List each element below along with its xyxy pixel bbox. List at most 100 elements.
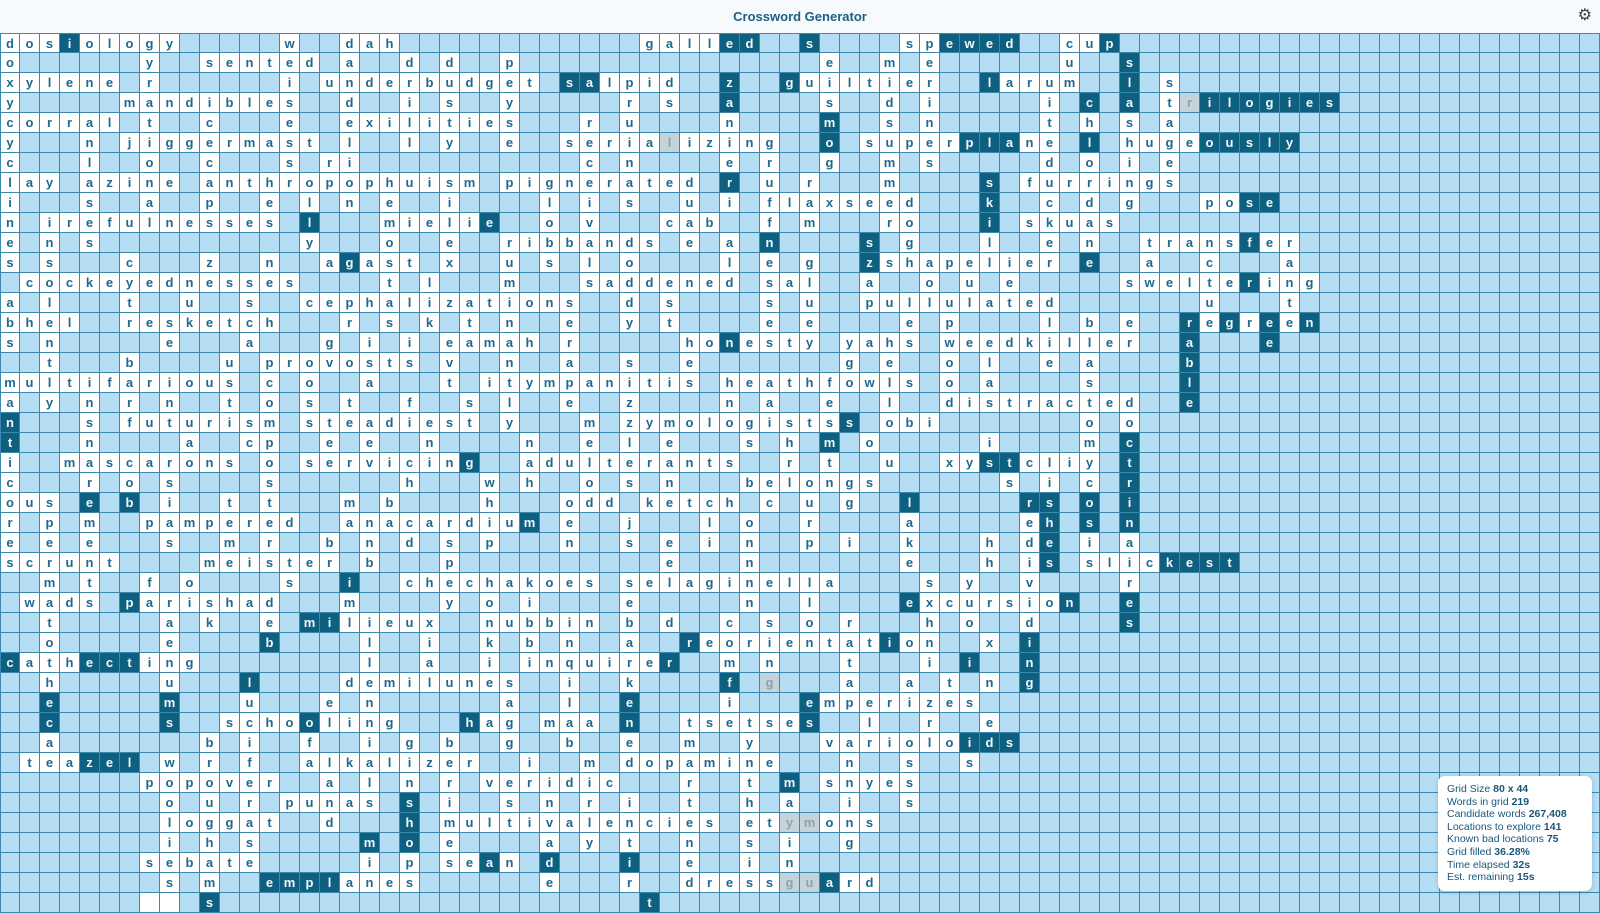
grid-cell: i [400,413,420,433]
grid-cell: a [780,273,800,293]
grid-cell: e [1160,273,1180,293]
grid-cell: e [880,193,900,213]
grid-cell: s [660,293,680,313]
grid-cell [1400,593,1420,613]
grid-cell [1080,273,1100,293]
grid-cell [60,673,80,693]
grid-cell: t [40,353,60,373]
grid-cell [1180,853,1200,873]
grid-cell [720,353,740,373]
grid-cell [1220,673,1240,693]
grid-cell: o [1200,133,1220,153]
grid-cell [760,853,780,873]
grid-cell [540,153,560,173]
grid-cell [120,613,140,633]
grid-cell: z [620,393,640,413]
grid-cell: b [120,353,140,373]
grid-cell [100,233,120,253]
grid-cell [1400,873,1420,893]
grid-cell: m [1060,73,1080,93]
grid-cell: h [260,713,280,733]
grid-cell [1340,33,1360,53]
grid-cell [260,293,280,313]
grid-cell: t [940,673,960,693]
grid-cell: r [1180,93,1200,113]
grid-cell [520,493,540,513]
grid-cell [1520,153,1540,173]
grid-cell [1420,253,1440,273]
grid-cell: n [620,713,640,733]
grid-cell: e [1080,253,1100,273]
grid-cell [40,853,60,873]
grid-cell [880,853,900,873]
grid-cell: o [200,773,220,793]
settings-gear-icon[interactable]: ⚙ [1577,7,1592,24]
grid-cell [1420,133,1440,153]
grid-cell [1520,453,1540,473]
grid-cell [160,233,180,253]
grid-cell [1420,73,1440,93]
grid-cell [1460,573,1480,593]
grid-cell [560,33,580,53]
grid-cell [700,853,720,873]
grid-cell [260,833,280,853]
grid-cell: a [160,613,180,633]
grid-cell [180,733,200,753]
grid-cell: n [0,213,20,233]
grid-cell [300,433,320,453]
grid-cell: m [380,673,400,693]
grid-cell [200,353,220,373]
grid-cell: v [220,773,240,793]
grid-cell [1280,533,1300,553]
grid-cell: n [580,613,600,633]
grid-cell [1520,133,1540,153]
grid-cell: e [860,193,880,213]
grid-cell: m [380,213,400,233]
grid-cell [980,493,1000,513]
grid-cell: s [260,213,280,233]
grid-cell [700,253,720,273]
grid-cell: d [1000,333,1020,353]
grid-cell [1540,653,1560,673]
grid-cell: h [780,433,800,453]
grid-cell [500,453,520,473]
grid-cell: n [360,693,380,713]
grid-cell [1140,113,1160,133]
grid-cell [1220,33,1240,53]
grid-cell [300,253,320,273]
grid-cell: e [980,713,1000,733]
grid-cell [700,793,720,813]
grid-cell [1400,313,1420,333]
grid-cell: g [180,653,200,673]
grid-cell [920,873,940,893]
grid-cell [900,273,920,293]
grid-cell [1380,693,1400,713]
stats-line-2: Candidate words 267,408 [1447,808,1567,821]
grid-cell [1140,73,1160,93]
grid-cell [700,393,720,413]
grid-cell [1300,513,1320,533]
grid-cell [740,193,760,213]
grid-cell [940,653,960,673]
grid-cell [1420,373,1440,393]
grid-cell [220,733,240,753]
grid-cell [260,733,280,753]
grid-cell [200,293,220,313]
grid-cell [1480,333,1500,353]
grid-cell [0,573,20,593]
grid-cell [920,813,940,833]
grid-cell [1120,733,1140,753]
grid-cell: e [720,873,740,893]
grid-cell [1500,673,1520,693]
grid-cell [1440,333,1460,353]
grid-cell: e [380,193,400,213]
grid-cell: x [940,453,960,473]
grid-cell [1020,473,1040,493]
grid-cell [1320,253,1340,273]
grid-cell [1120,253,1140,273]
grid-cell: l [1120,73,1140,93]
